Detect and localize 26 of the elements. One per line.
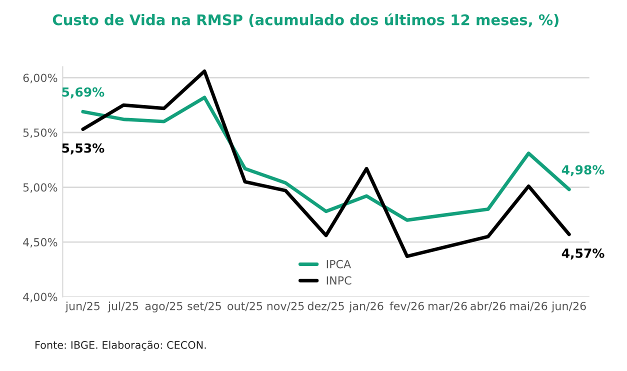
y-tick-label: 5,00% bbox=[23, 183, 58, 193]
data-label: 4,57% bbox=[562, 248, 604, 260]
x-tick-label: fev/26 bbox=[390, 302, 424, 312]
y-tick-label: 4,00% bbox=[23, 292, 58, 302]
legend-label: IPCA bbox=[326, 260, 352, 268]
y-tick-label: 4,50% bbox=[23, 238, 58, 248]
x-tick-label: mar/26 bbox=[428, 302, 467, 312]
data-label: 5,53% bbox=[62, 143, 104, 154]
source-note: Fonte: IBGE. Elaboração: CECON. bbox=[36, 340, 206, 351]
data-label: 4,98% bbox=[562, 165, 604, 176]
x-tick-label: jul/25 bbox=[108, 302, 138, 312]
x-tick-label: dez/25 bbox=[308, 302, 344, 312]
x-tick-label: ago/25 bbox=[145, 302, 182, 312]
data-label: 5,69% bbox=[62, 87, 104, 98]
x-tick-label: out/25 bbox=[228, 302, 262, 312]
x-tick-label: jun/26 bbox=[551, 302, 586, 312]
y-tick-label: 5,50% bbox=[23, 128, 58, 138]
chart-title: Custo de Vida na RMSP (acumulado dos últimos 12 meses, %) bbox=[52, 13, 558, 28]
x-tick-label: nov/25 bbox=[267, 302, 304, 312]
x-tick-label: jun/25 bbox=[65, 302, 100, 312]
x-tick-label: mai/26 bbox=[510, 302, 548, 312]
legend-label: INPC bbox=[326, 276, 352, 285]
x-tick-label: abr/26 bbox=[470, 302, 506, 312]
x-tick-label: set/25 bbox=[188, 302, 221, 312]
x-tick-label: jan/26 bbox=[348, 302, 384, 312]
y-tick-label: 6,00% bbox=[23, 74, 58, 84]
